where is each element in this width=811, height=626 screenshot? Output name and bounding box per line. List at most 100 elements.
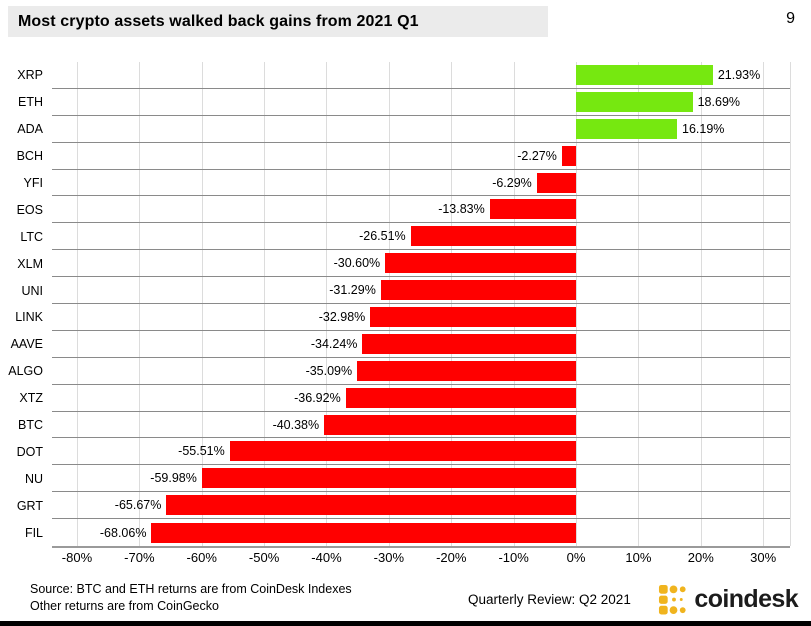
source-line-1: Source: BTC and ETH returns are from Coi…	[30, 582, 352, 596]
asset-label: NU	[24, 471, 43, 486]
asset-label: YFI	[23, 176, 43, 190]
x-axis-labels: -80% -70% -60% -50% -40% -30% -20% -10% 0% 10% 20%…	[52, 550, 790, 568]
asset-label: UNI	[21, 283, 43, 298]
bar-value: -35.09%	[305, 363, 353, 378]
bar-value: -2.27%	[517, 148, 557, 163]
bar-value: 18.69%	[697, 94, 741, 109]
row-plot: -35.09%	[52, 358, 790, 385]
chart-row: GRT -65.67%	[0, 492, 811, 520]
chart-title: Most crypto assets walked back gains fro…	[8, 6, 548, 37]
bar-value: -65.67%	[114, 498, 162, 513]
row-plot: 18.69%	[52, 89, 790, 116]
asset-label: BTC	[18, 418, 43, 433]
bar-value: -40.38%	[272, 417, 320, 432]
asset-label: FIL	[24, 525, 43, 540]
chart-rows: XRP 21.93% ETH 18.69% ADA 16.19% BCH -2.27% YFI -…	[0, 62, 811, 546]
bar-yfi	[536, 172, 577, 193]
row-plot: -59.98%	[52, 465, 790, 493]
chart-row: BTC -40.38%	[0, 412, 811, 439]
chart-row: DOT -55.51%	[0, 438, 811, 466]
bar-ada	[576, 118, 677, 139]
bar-fil	[151, 522, 577, 543]
chart-row: YFI -6.29%	[0, 170, 811, 197]
bar-value: -55.51%	[178, 444, 225, 459]
x-tick-label: -20%	[436, 550, 467, 565]
coindesk-logo-text: coindesk	[694, 585, 798, 613]
chart-row: AAVE -34.24%	[0, 331, 811, 358]
coindesk-logo-icon	[659, 584, 687, 615]
bar-grt	[166, 495, 577, 516]
chart-row: EOS -13.83%	[0, 196, 811, 224]
chart-row: ALGO -35.09%	[0, 358, 811, 385]
row-plot: -13.83%	[52, 196, 790, 224]
bar-chart: XRP 21.93% ETH 18.69% ADA 16.19% BCH -2.27% YFI -…	[0, 62, 811, 548]
asset-label: AAVE	[10, 337, 43, 352]
x-tick-label: -70%	[124, 550, 155, 565]
row-plot: -34.24%	[52, 331, 790, 358]
x-tick-label: 20%	[687, 550, 714, 565]
x-tick-label: 10%	[625, 550, 652, 565]
bar-value: -30.60%	[333, 256, 381, 271]
source-line-2: Other returns are from CoinGecko	[30, 599, 219, 614]
chart-row: XLM -30.60%	[0, 250, 811, 278]
asset-label: DOT	[16, 444, 43, 459]
bar-value: 16.19%	[682, 121, 725, 136]
bar-algo	[357, 360, 576, 381]
x-tick-label: 30%	[750, 550, 777, 565]
bar-value: 21.93%	[717, 67, 761, 82]
chart-row: LTC -26.51%	[0, 223, 811, 251]
page-number: 9	[786, 10, 795, 27]
chart-row: BCH -2.27%	[0, 143, 811, 170]
bar-btc	[324, 414, 576, 435]
bar-xrp	[576, 64, 713, 85]
gridline	[790, 62, 791, 546]
asset-label: EOS	[16, 202, 43, 217]
bar-value: -6.29%	[492, 175, 532, 190]
bar-value: -59.98%	[150, 471, 197, 486]
chart-row: UNI -31.29%	[0, 277, 811, 305]
chart-row: LINK -32.98%	[0, 304, 811, 331]
row-plot: -32.98%	[52, 304, 790, 331]
row-plot: -26.51%	[52, 223, 790, 251]
row-plot: -40.38%	[52, 412, 790, 439]
row-plot: -30.60%	[52, 250, 790, 278]
x-tick-label: -30%	[373, 550, 405, 565]
row-plot: 21.93%	[52, 62, 790, 89]
x-tick-label: -10%	[498, 550, 529, 565]
x-axis-line	[52, 546, 790, 548]
row-plot: -36.92%	[52, 385, 790, 412]
row-plot: -2.27%	[52, 143, 790, 170]
bar-ltc	[410, 226, 577, 247]
bar-value: -68.06%	[99, 525, 147, 540]
chart-row: ETH 18.69%	[0, 89, 811, 116]
asset-label: XTZ	[19, 391, 43, 406]
bar-aave	[362, 333, 576, 354]
bottom-accent-bar	[0, 621, 811, 626]
row-plot: -65.67%	[52, 492, 790, 520]
bar-value: -32.98%	[318, 309, 366, 324]
bar-eth	[576, 91, 693, 112]
chart-row: FIL -68.06%	[0, 519, 811, 546]
bar-value: -36.92%	[294, 390, 341, 405]
row-plot: -55.51%	[52, 438, 790, 466]
bar-value: -31.29%	[329, 283, 376, 298]
bar-dot	[229, 441, 576, 462]
row-plot: -6.29%	[52, 170, 790, 197]
bar-eos	[489, 199, 576, 220]
bar-link	[370, 306, 577, 327]
source-note: Source: BTC and ETH returns are from Coi…	[30, 581, 352, 616]
x-tick-label: -60%	[186, 550, 217, 565]
bar-bch	[561, 145, 577, 166]
chart-row: NU -59.98%	[0, 465, 811, 493]
chart-row: ADA 16.19%	[0, 116, 811, 143]
asset-label: XLM	[17, 256, 43, 271]
asset-label: GRT	[16, 498, 43, 513]
asset-label: BCH	[16, 149, 43, 164]
asset-label: LTC	[20, 229, 43, 244]
asset-label: ETH	[18, 95, 43, 110]
bar-uni	[380, 280, 576, 301]
x-tick-label: -80%	[61, 550, 93, 565]
asset-label: XRP	[17, 68, 43, 83]
x-tick-label: -40%	[311, 550, 342, 565]
